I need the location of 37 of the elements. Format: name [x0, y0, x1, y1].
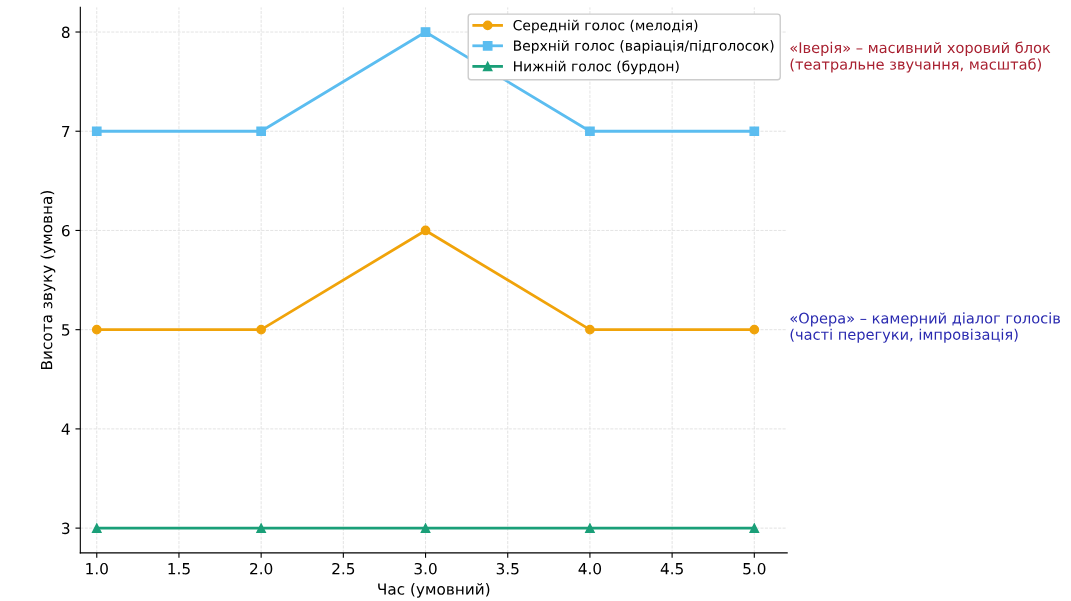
legend-label: Середній голос (мелодія): [513, 19, 698, 34]
x-tick-label: 1.0: [86, 562, 108, 575]
y-tick-label: 6: [61, 224, 70, 237]
point: [585, 324, 595, 335]
point: [256, 324, 267, 335]
y-tick-label: 3: [62, 522, 70, 535]
point: [256, 126, 267, 137]
point: [749, 523, 760, 533]
point: [91, 126, 102, 137]
x-tick-label: 3.0: [414, 562, 437, 575]
text: «Орера» – камерний діалог голосів (часті перегуки, імпровізація): [790, 312, 1060, 343]
x-tick-label: 2.5: [332, 562, 355, 575]
x-tick-label: 4.5: [660, 563, 683, 575]
point: [91, 523, 102, 533]
point: [91, 324, 102, 335]
x-tick-label: 3.5: [496, 562, 519, 575]
point: [749, 126, 760, 137]
x-tick-label: 1.5: [168, 563, 190, 575]
x-tick-label: 2.0: [250, 562, 273, 575]
y-tick-label: 5: [62, 324, 70, 336]
x-axis-title: Час (умовний): [378, 583, 490, 598]
point: [585, 523, 595, 533]
point: [749, 324, 760, 335]
legend-label: Верхній голос (варіація/підголосок): [514, 40, 774, 54]
point: [585, 126, 595, 137]
legend-label: Нижній голос (бурдон): [514, 60, 679, 75]
x-tick-label: 4.0: [578, 562, 602, 575]
point: [420, 27, 431, 37]
y-tick-label: 4: [61, 423, 70, 435]
y-tick-label: 7: [62, 125, 70, 138]
y-tick-label: 8: [61, 26, 70, 39]
point: [420, 523, 431, 533]
x-tick-label: 5.0: [743, 562, 766, 575]
y-axis-title: Висота звуку (умовна): [40, 191, 56, 369]
text: «Іверія» – масивний хоровий блок (театральне звучання, масштаб): [790, 41, 1051, 73]
point: [256, 523, 267, 533]
point: [420, 225, 431, 236]
